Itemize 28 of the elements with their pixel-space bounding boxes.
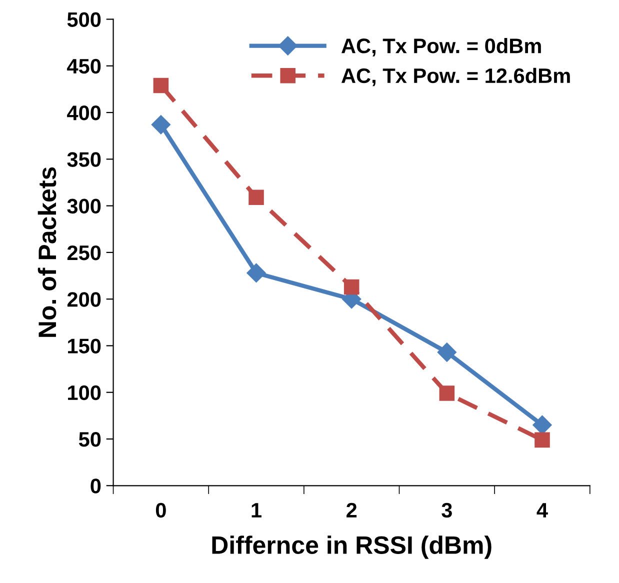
point bbox=[344, 279, 360, 295]
y-tick-label: 200 bbox=[67, 292, 101, 307]
legend-label: AC, Tx Pow. = 12.6dBm bbox=[341, 68, 570, 86]
y-tick-label: 450 bbox=[67, 58, 101, 74]
y-tick-label: 400 bbox=[67, 106, 101, 120]
point bbox=[246, 263, 266, 282]
x-tick-label: 2 bbox=[346, 502, 357, 518]
y-tick-label: 500 bbox=[67, 12, 101, 27]
x-tick-label: 4 bbox=[536, 503, 548, 518]
y-axis-title: No. of Packets bbox=[38, 167, 56, 337]
y-tick-label: 150 bbox=[68, 338, 101, 354]
point bbox=[153, 78, 169, 94]
y-tick-label: 100 bbox=[68, 385, 101, 400]
point bbox=[437, 342, 456, 362]
y-tick-label: 300 bbox=[67, 198, 101, 214]
y-tick-label: 50 bbox=[78, 432, 101, 447]
point bbox=[439, 386, 455, 401]
legend-label: AC, Tx Pow. = 0dBm bbox=[341, 38, 541, 56]
y-tick-label: 350 bbox=[67, 152, 101, 167]
y-tick-label: 0 bbox=[90, 478, 101, 494]
x-axis-title: Differnce in RSSI (dBm) bbox=[212, 536, 492, 559]
y-tick-label: 250 bbox=[67, 245, 101, 260]
x-tick-label: 0 bbox=[156, 502, 166, 518]
x-tick-label: 1 bbox=[252, 503, 262, 518]
point bbox=[534, 432, 550, 448]
point bbox=[151, 115, 170, 134]
x-tick-label: 3 bbox=[442, 502, 452, 518]
point bbox=[248, 190, 264, 206]
